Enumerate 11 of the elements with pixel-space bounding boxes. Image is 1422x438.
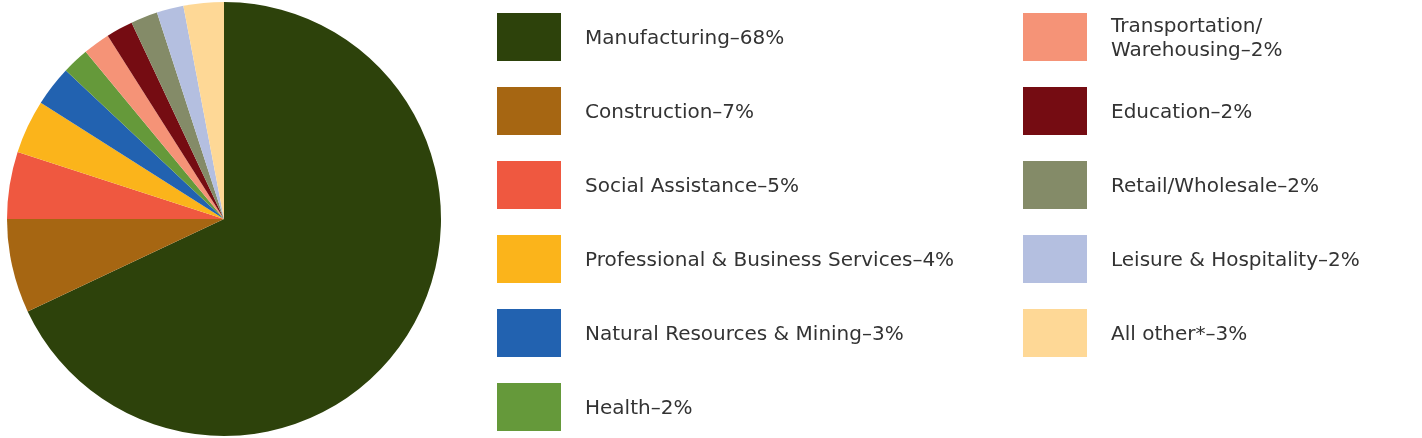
legend-label: Leisure & Hospitality–2% [1111,247,1360,271]
legend-label: Professional & Business Services–4% [585,247,955,271]
legend-label: All other*–3% [1111,321,1248,345]
legend-label: Construction–7% [585,99,755,123]
legend-label: Health–2% [585,395,693,419]
legend-label: Manufacturing–68% [585,25,785,49]
legend-label: Transportation/ Warehousing–2% [1111,13,1283,61]
legend-label: Natural Resources & Mining–3% [585,321,904,345]
legend-label: Retail/Wholesale–2% [1111,173,1320,197]
legend-label: Social Assistance–5% [585,173,799,197]
legend-label: Education–2% [1111,99,1253,123]
